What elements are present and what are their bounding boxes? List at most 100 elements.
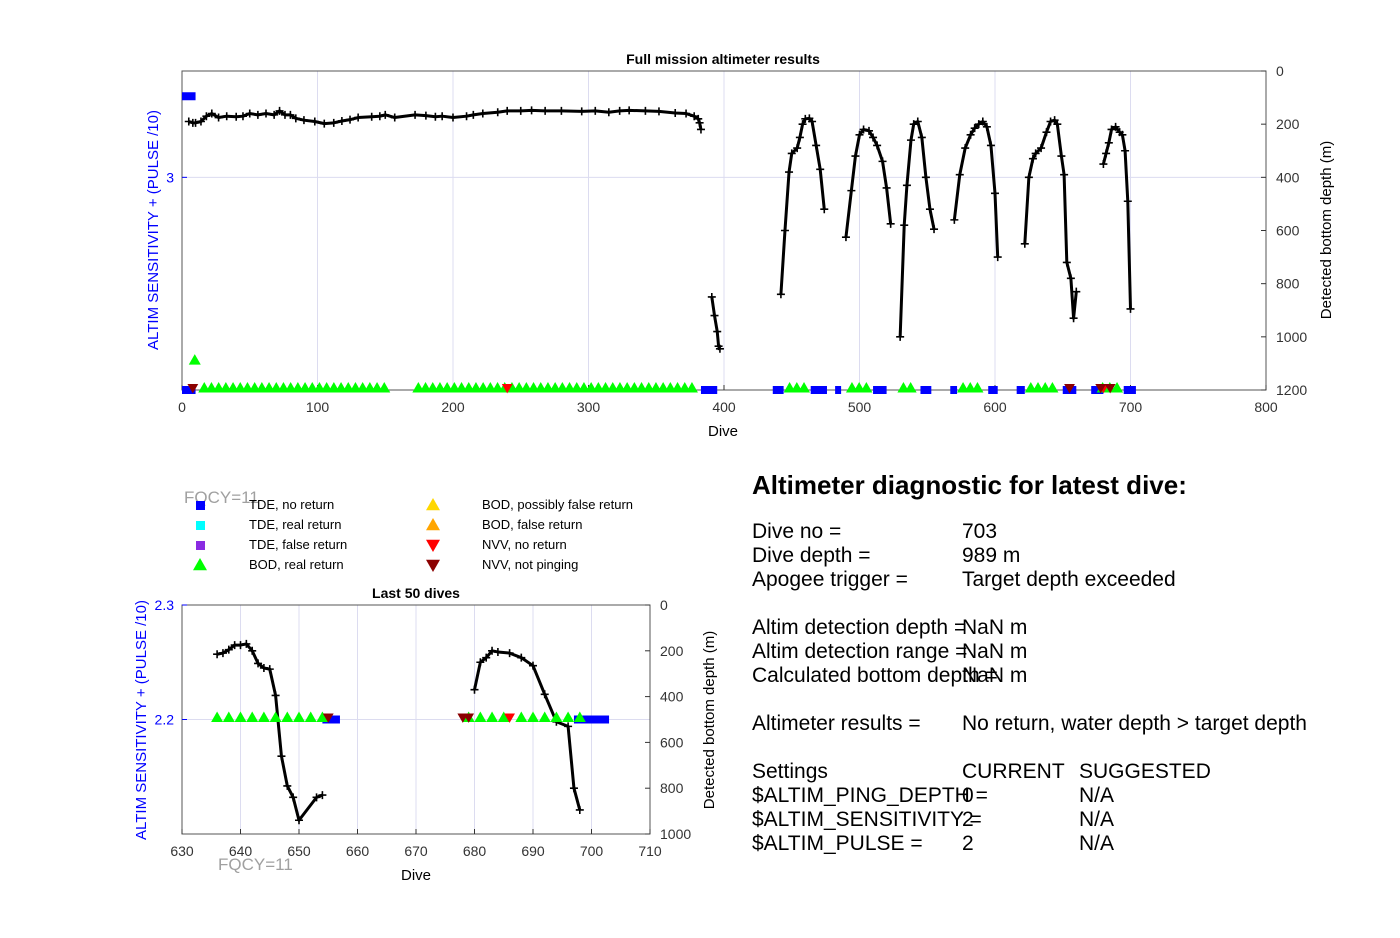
depth-point — [1024, 173, 1033, 182]
depth-point — [955, 170, 964, 179]
x-tick-label: 630 — [170, 843, 194, 859]
bod-marker — [293, 711, 305, 722]
x-tick-label: 400 — [712, 399, 736, 415]
depth-point — [482, 653, 491, 662]
x-tick-label: 600 — [983, 399, 1007, 415]
bod-marker — [1111, 382, 1124, 393]
depth-point — [390, 113, 399, 122]
depth-point — [1060, 170, 1069, 179]
depth-point — [921, 173, 930, 182]
x-tick-label: 500 — [848, 399, 872, 415]
depth-line — [898, 120, 936, 337]
depth-point — [1020, 239, 1029, 248]
results-row: Altimeter results = No return, water dep… — [752, 712, 1392, 736]
results-label: Altimeter results = — [752, 712, 921, 735]
depth-point — [310, 117, 319, 126]
depth-line — [710, 296, 722, 350]
nvv-marker — [463, 713, 475, 723]
bod-marker — [222, 711, 235, 722]
depth-point — [213, 650, 222, 659]
depth-point — [776, 290, 785, 299]
depth-point — [886, 219, 895, 228]
depth-point — [1028, 154, 1037, 163]
x-tick-label: 200 — [441, 399, 465, 415]
depth-point — [381, 110, 390, 119]
y2-tick-label: 400 — [1276, 169, 1300, 185]
y-tick-label: 3 — [166, 169, 174, 185]
depth-point — [245, 109, 254, 118]
triangle-up-icon — [193, 558, 207, 571]
bod-marker — [486, 711, 499, 722]
bod-marker — [188, 354, 201, 365]
depth-point — [224, 645, 233, 654]
apogee-value: Target depth exceeded — [962, 568, 1176, 591]
depth-point — [812, 141, 821, 150]
depth-point — [913, 117, 922, 126]
depth-point — [1031, 149, 1040, 158]
legend-item: BOD, false return — [423, 516, 663, 534]
bod-marker — [538, 711, 551, 722]
depth-point — [1062, 258, 1071, 267]
depth-point — [575, 805, 584, 814]
sensitivity-label: $ALTIM_SENSITIVITY = — [752, 808, 982, 831]
depth-point — [900, 221, 909, 230]
depth-point — [577, 107, 586, 116]
tde-marker — [700, 386, 718, 394]
calc-bottom-label: Calculated bottom depth = — [752, 664, 998, 687]
legend-label: BOD, false return — [482, 517, 583, 532]
square-icon — [196, 521, 205, 530]
nvv-marker — [187, 383, 199, 394]
depth-point — [375, 112, 384, 121]
depth-point — [1072, 287, 1081, 296]
depth-point — [218, 649, 227, 658]
depth-point — [462, 112, 471, 121]
legend-label: NVV, not pinging — [482, 557, 579, 572]
depth-point — [259, 663, 268, 672]
depth-point — [591, 106, 600, 115]
apogee-row: Apogee trigger = Target depth exceeded — [752, 568, 1392, 592]
depth-point — [882, 183, 891, 192]
depth-point — [604, 108, 613, 117]
last-50-dives-chart: Last 50 dives ALTIM SENSITIVITY + (PULSE… — [133, 585, 718, 884]
depth-point — [615, 106, 624, 115]
y2-tick-label: 1200 — [1276, 382, 1307, 398]
depth-point — [798, 120, 807, 129]
depth-point — [320, 119, 329, 128]
tde-marker — [182, 92, 196, 101]
y2-axis-label: Detected bottom depth (m) — [701, 631, 718, 809]
y-tick-label: 2.2 — [155, 712, 175, 728]
depth-point — [793, 144, 802, 153]
nvv-marker — [1104, 383, 1116, 394]
detection-range-value: NaN m — [962, 640, 1028, 663]
y-axis-label: ALTIM SENSITIVITY + (PULSE /10) — [145, 110, 162, 350]
dive-depth-row: Dive depth = 989 m — [752, 544, 1392, 568]
x-tick-label: 660 — [346, 843, 370, 859]
tde-marker — [182, 386, 196, 394]
apogee-label: Apogee trigger = — [752, 568, 908, 591]
depth-point — [1069, 314, 1078, 323]
depth-point — [713, 327, 722, 336]
depth-point — [207, 109, 216, 118]
full-mission-chart: Full mission altimeter results ALTIM SEN… — [145, 51, 1335, 440]
legend-item: NVV, not pinging — [423, 556, 663, 574]
bod-marker — [1046, 382, 1059, 393]
tde-marker — [988, 386, 998, 394]
x-tick-label: 700 — [580, 843, 604, 859]
ping-depth-suggested: N/A — [1079, 784, 1115, 807]
depth-point — [787, 149, 796, 158]
y2-tick-label: 200 — [660, 643, 684, 659]
chart-title: Full mission altimeter results — [626, 51, 820, 67]
sensitivity-row: $ALTIM_SENSITIVITY = 2 N/A — [752, 808, 1392, 832]
nvv-marker — [322, 713, 334, 723]
tde-marker — [1123, 386, 1136, 394]
depth-point — [318, 791, 327, 800]
detection-range-label: Altim detection range = — [752, 640, 968, 663]
depth-point — [286, 110, 295, 119]
depth-line — [1023, 118, 1078, 320]
y2-tick-label: 800 — [660, 780, 684, 796]
depth-point — [214, 113, 223, 122]
legend-item: BOD, possibly false return — [423, 496, 663, 514]
depth-point — [232, 112, 241, 121]
depth-point — [449, 113, 457, 122]
depth-point — [707, 292, 716, 301]
